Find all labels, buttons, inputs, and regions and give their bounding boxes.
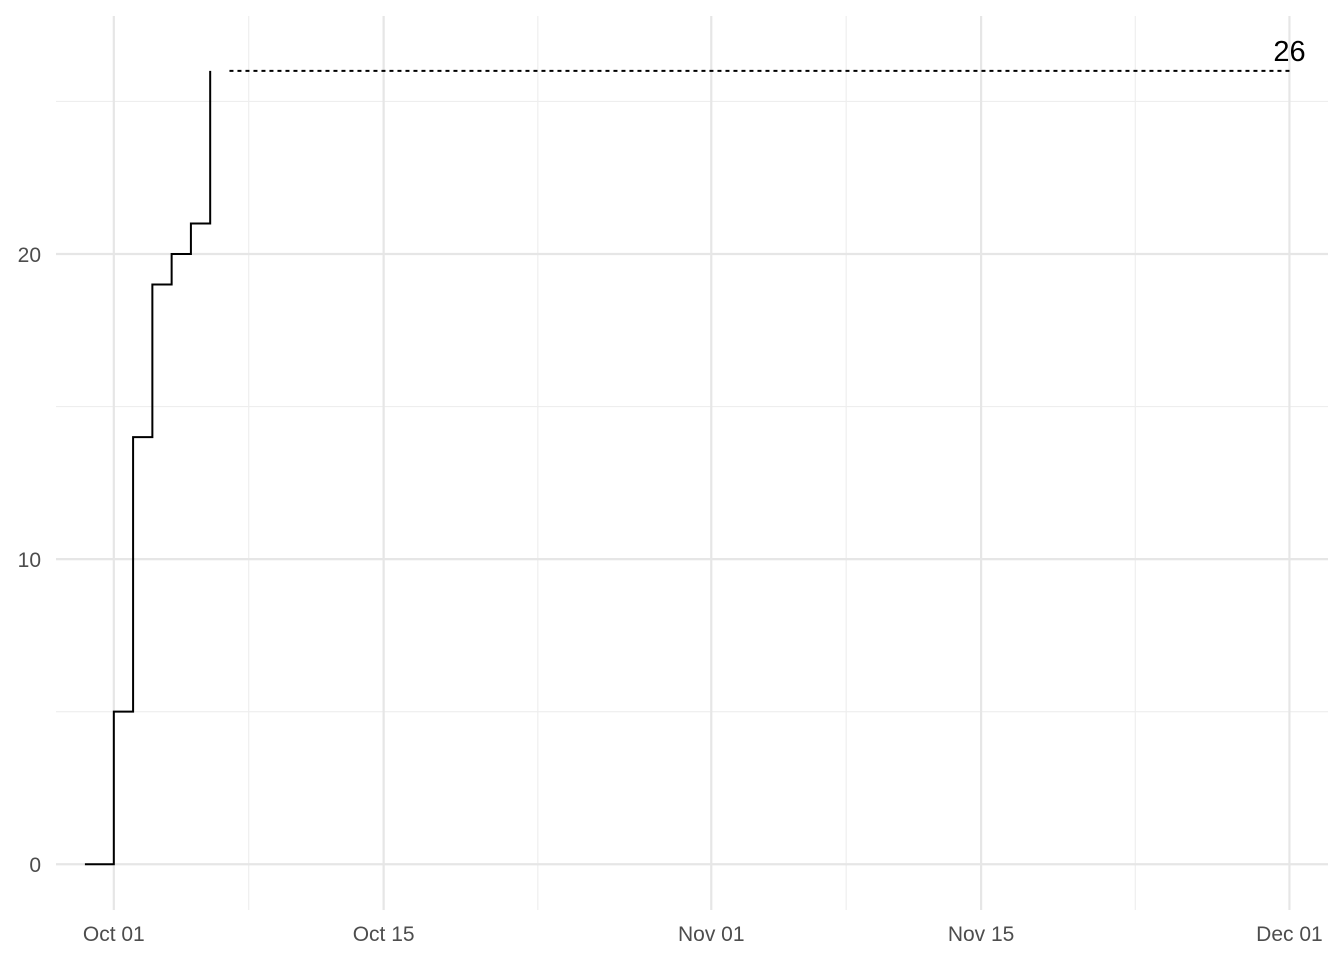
final-value-annotation: 26	[1273, 36, 1305, 68]
x-tick-label: Nov 15	[948, 923, 1015, 946]
cumulative-step-line	[84, 70, 212, 866]
y-tick-label: 20	[18, 244, 41, 267]
minor-gridlines-x	[248, 16, 1136, 910]
annotation-layer: 26	[1273, 36, 1305, 68]
major-gridlines-x	[112, 16, 1291, 910]
x-tick-label: Nov 01	[678, 923, 745, 946]
y-axis-tick-labels: 0 10 20	[18, 244, 41, 877]
major-gridlines-y	[56, 252, 1328, 866]
x-axis-tick-labels: Oct 01 Oct 15 Nov 01 Nov 15 Dec 01	[83, 923, 1323, 946]
x-tick-label: Dec 01	[1256, 923, 1323, 946]
x-tick-label: Oct 15	[353, 923, 415, 946]
minor-gridlines-y	[56, 100, 1328, 713]
series-layer	[84, 69, 1290, 866]
x-tick-label: Oct 01	[83, 923, 145, 946]
y-tick-label: 10	[18, 549, 41, 572]
y-tick-label: 0	[29, 854, 41, 877]
